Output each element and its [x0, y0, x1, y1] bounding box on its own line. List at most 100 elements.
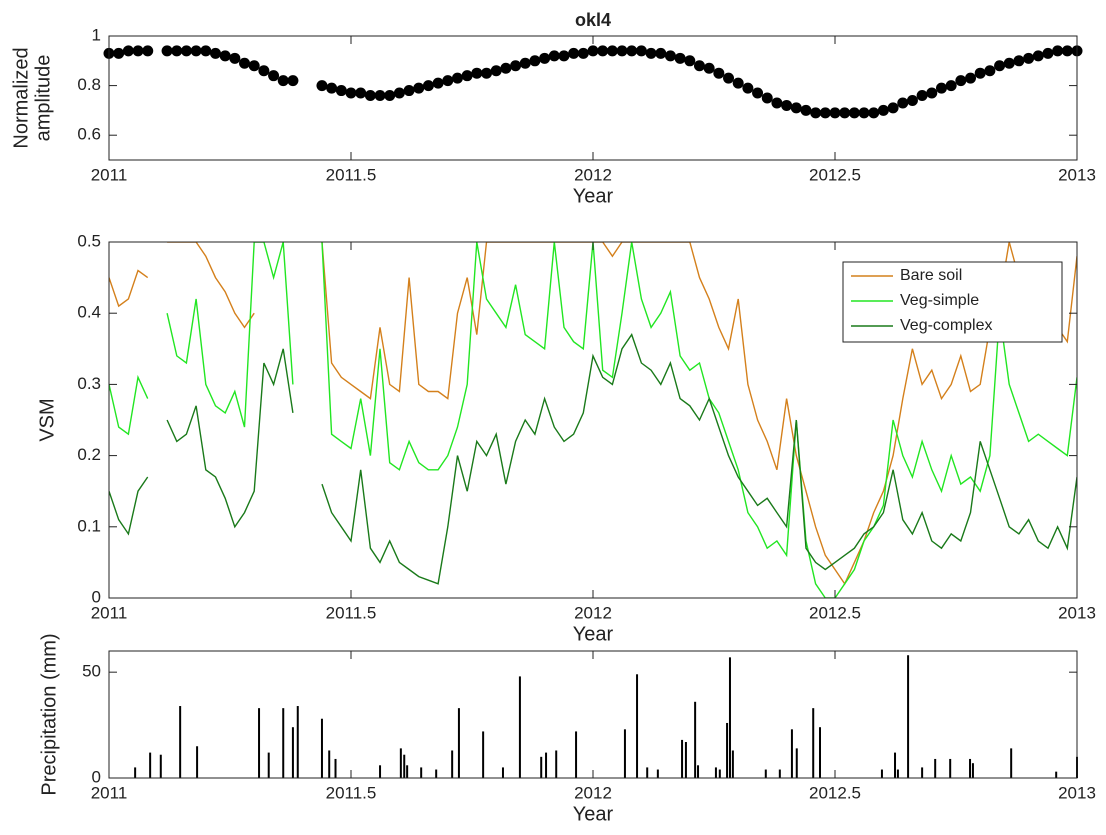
point	[287, 75, 299, 87]
x-tick-label: 2011	[91, 603, 128, 622]
point	[548, 50, 560, 62]
bar	[328, 750, 331, 778]
point	[268, 70, 280, 82]
point	[587, 45, 599, 57]
point	[955, 75, 967, 87]
point	[916, 90, 928, 102]
point	[1013, 55, 1025, 67]
y-tick-label: 0.8	[77, 75, 101, 94]
point	[219, 50, 231, 62]
point	[674, 52, 686, 64]
bar	[555, 750, 558, 778]
bar	[949, 758, 952, 778]
y-tick-label: 0.2	[77, 445, 101, 464]
bar	[795, 748, 798, 778]
plot-area	[134, 655, 1078, 778]
panel: 2011 2011.5 2012 2012.5 2013 0 50 Year Precipita…	[38, 633, 1096, 825]
chart-title: okl4	[575, 10, 611, 30]
point	[471, 67, 483, 79]
point	[1032, 50, 1044, 62]
point	[122, 45, 134, 57]
y-axis-label: Normalized	[10, 47, 32, 148]
point	[1023, 52, 1035, 64]
bar	[971, 763, 974, 778]
point	[984, 65, 996, 77]
bar	[267, 752, 270, 778]
point	[132, 45, 144, 57]
y-axis-label: amplitude	[32, 55, 54, 142]
y-axis-label: VSM	[36, 398, 58, 441]
point	[732, 77, 744, 89]
bar	[894, 752, 897, 778]
point	[229, 52, 241, 64]
point	[500, 62, 512, 74]
bar	[969, 758, 972, 778]
series-line	[109, 333, 1077, 585]
x-tick-label: 2012	[574, 165, 612, 184]
bar	[334, 758, 337, 778]
point	[393, 87, 405, 99]
point	[403, 85, 415, 97]
y-tick-label: 0.1	[77, 516, 101, 535]
y-axis-label: Precipitation (mm)	[38, 633, 60, 795]
bar	[575, 731, 578, 778]
bar	[778, 769, 781, 778]
bar	[1055, 771, 1058, 778]
bar	[399, 748, 402, 778]
point	[877, 104, 889, 116]
bar	[684, 742, 687, 778]
point	[974, 67, 986, 79]
x-tick-label: 2012.5	[809, 165, 861, 184]
bar	[196, 746, 199, 778]
bar	[406, 765, 409, 778]
bar	[812, 708, 815, 778]
point	[171, 45, 183, 57]
point	[945, 80, 957, 92]
point	[364, 90, 376, 102]
x-tick-label: 2012	[574, 783, 612, 802]
bar	[149, 752, 152, 778]
x-tick-label: 2012.5	[809, 783, 861, 802]
point	[577, 47, 589, 59]
bar	[731, 750, 734, 778]
bar	[435, 769, 438, 778]
point	[161, 45, 173, 57]
point	[539, 52, 551, 64]
bar	[764, 769, 767, 778]
bar	[451, 750, 454, 778]
bar	[656, 769, 659, 778]
y-tick-label: 1	[92, 25, 101, 44]
point	[606, 45, 618, 57]
point	[345, 87, 357, 99]
bar	[291, 727, 294, 778]
panel: 2011 2011.5 2012 2012.5 2013 0.6 0.8 1 Year Norma…	[10, 10, 1096, 208]
point	[635, 45, 647, 57]
point	[645, 47, 657, 59]
series-line	[109, 242, 1077, 598]
point	[374, 90, 386, 102]
point	[1042, 47, 1054, 59]
point	[819, 107, 831, 119]
legend: Bare soil Veg-simple Veg-complex	[842, 261, 1063, 343]
point	[906, 94, 918, 106]
bar	[518, 676, 521, 778]
point	[413, 82, 425, 94]
point	[684, 55, 696, 67]
point	[790, 102, 802, 114]
x-tick-label: 2013	[1058, 165, 1096, 184]
bar	[726, 722, 729, 778]
point	[180, 45, 192, 57]
point	[848, 107, 860, 119]
point	[994, 60, 1006, 72]
point	[713, 67, 725, 79]
x-tick-label: 2012	[574, 603, 612, 622]
point	[752, 87, 764, 99]
point	[935, 82, 947, 94]
bar	[694, 701, 697, 778]
point	[451, 72, 463, 84]
y-tick-label: 0	[92, 767, 101, 786]
point	[558, 50, 570, 62]
point	[897, 97, 909, 109]
bar	[646, 767, 649, 778]
